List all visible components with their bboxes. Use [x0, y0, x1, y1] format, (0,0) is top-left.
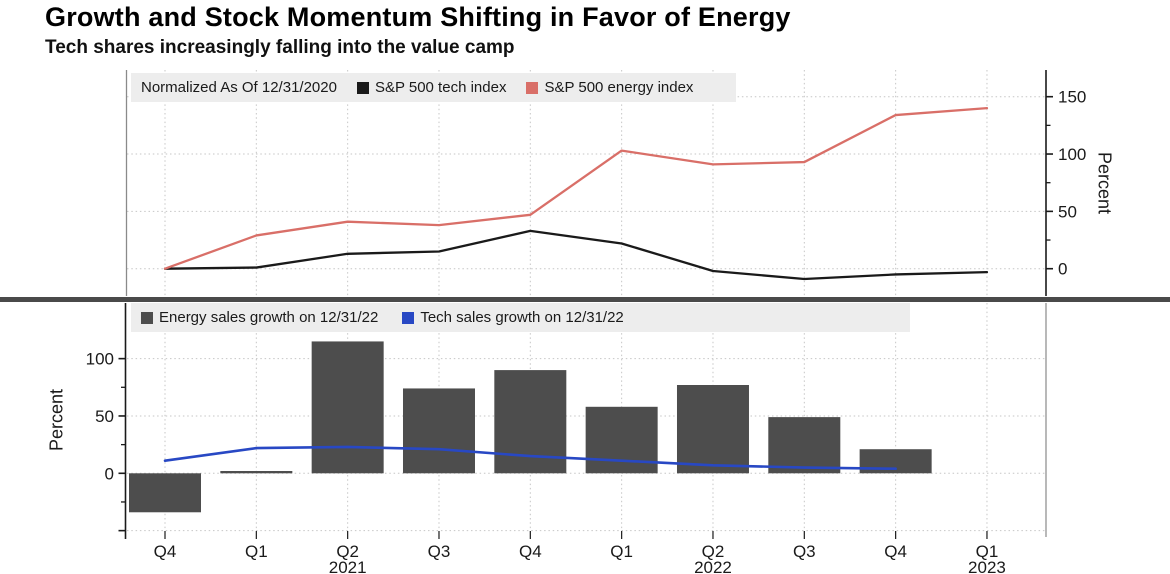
energy-index-swatch-icon	[526, 81, 539, 94]
x-tick-label: Q3	[428, 542, 451, 561]
x-tick-label: Q4	[154, 542, 177, 561]
bottom-chart-axes: 0 50 100	[86, 303, 1047, 539]
bottom-y-tick-label: 50	[95, 407, 114, 426]
legend-item-energy-index: S&P 500 energy index	[526, 79, 693, 96]
legend-label-energy-sales: Energy sales growth on 12/31/22	[159, 309, 379, 326]
energy-sales-bar	[676, 385, 749, 474]
x-axis-labels: Q4 Q1 Q2 Q3 Q4 Q1 Q2 Q3 Q4 Q1 2021 2022 2023	[154, 531, 1006, 574]
chart-title: Growth and Stock Momentum Shifting in Fa…	[45, 2, 791, 32]
x-year-label: 2021	[329, 558, 367, 574]
legend-item-energy-sales: Energy sales growth on 12/31/22	[141, 309, 378, 326]
x-year-label: 2023	[968, 558, 1006, 574]
tech-index-line	[163, 229, 989, 281]
tech-sales-swatch-icon	[402, 311, 415, 324]
top-y-axis-title: Percent	[1094, 151, 1115, 215]
x-tick-label: Q4	[884, 542, 907, 561]
top-chart-axes: 0 50 100 150	[125, 70, 1086, 296]
energy-sales-bar	[768, 417, 841, 474]
bottom-y-axis-title: Percent	[46, 388, 67, 452]
energy-sales-bar	[311, 341, 384, 474]
legend-label-energy-index: S&P 500 energy index	[544, 79, 694, 96]
energy-sales-bar	[402, 388, 475, 474]
bottom-chart-legend: Energy sales growth on 12/31/22 Tech sal…	[131, 303, 910, 332]
legend-item-tech-index: S&P 500 tech index	[356, 79, 507, 96]
energy-sales-bar	[220, 471, 293, 474]
legend-label-tech-index: S&P 500 tech index	[374, 79, 507, 96]
x-tick-label: Q3	[793, 542, 816, 561]
tech-index-swatch-icon	[356, 81, 369, 94]
energy-sales-bar	[585, 406, 658, 474]
top-y-tick-label: 150	[1058, 88, 1086, 107]
x-tick-label: Q1	[245, 542, 268, 561]
x-year-label: 2022	[694, 558, 732, 574]
legend-label-tech-sales: Tech sales growth on 12/31/22	[420, 309, 624, 326]
legend-item-tech-sales: Tech sales growth on 12/31/22	[402, 309, 624, 326]
top-chart-grid	[127, 70, 1046, 296]
tech-sales-line	[163, 445, 897, 471]
legend-note: Normalized As Of 12/31/2020	[141, 79, 337, 96]
energy-sales-bar	[129, 473, 201, 513]
x-tick-label: Q2	[336, 542, 359, 561]
top-y-tick-label: 0	[1058, 260, 1067, 279]
panel-divider	[0, 297, 1170, 302]
top-y-tick-label: 100	[1058, 145, 1086, 164]
x-tick-label: Q2	[702, 542, 725, 561]
x-tick-label: Q1	[976, 542, 999, 561]
chart-subtitle: Tech shares increasingly falling into th…	[45, 37, 515, 58]
bottom-y-tick-label: 0	[105, 464, 114, 483]
x-tick-label: Q4	[519, 542, 542, 561]
energy-sales-bars	[129, 341, 932, 513]
energy-sales-swatch-icon	[141, 311, 153, 324]
energy-index-line	[163, 107, 989, 270]
bottom-y-tick-label: 100	[86, 350, 114, 369]
x-tick-label: Q1	[610, 542, 633, 561]
top-chart-legend: Normalized As Of 12/31/2020 S&P 500 tech…	[131, 73, 736, 102]
top-y-tick-label: 50	[1058, 202, 1077, 221]
